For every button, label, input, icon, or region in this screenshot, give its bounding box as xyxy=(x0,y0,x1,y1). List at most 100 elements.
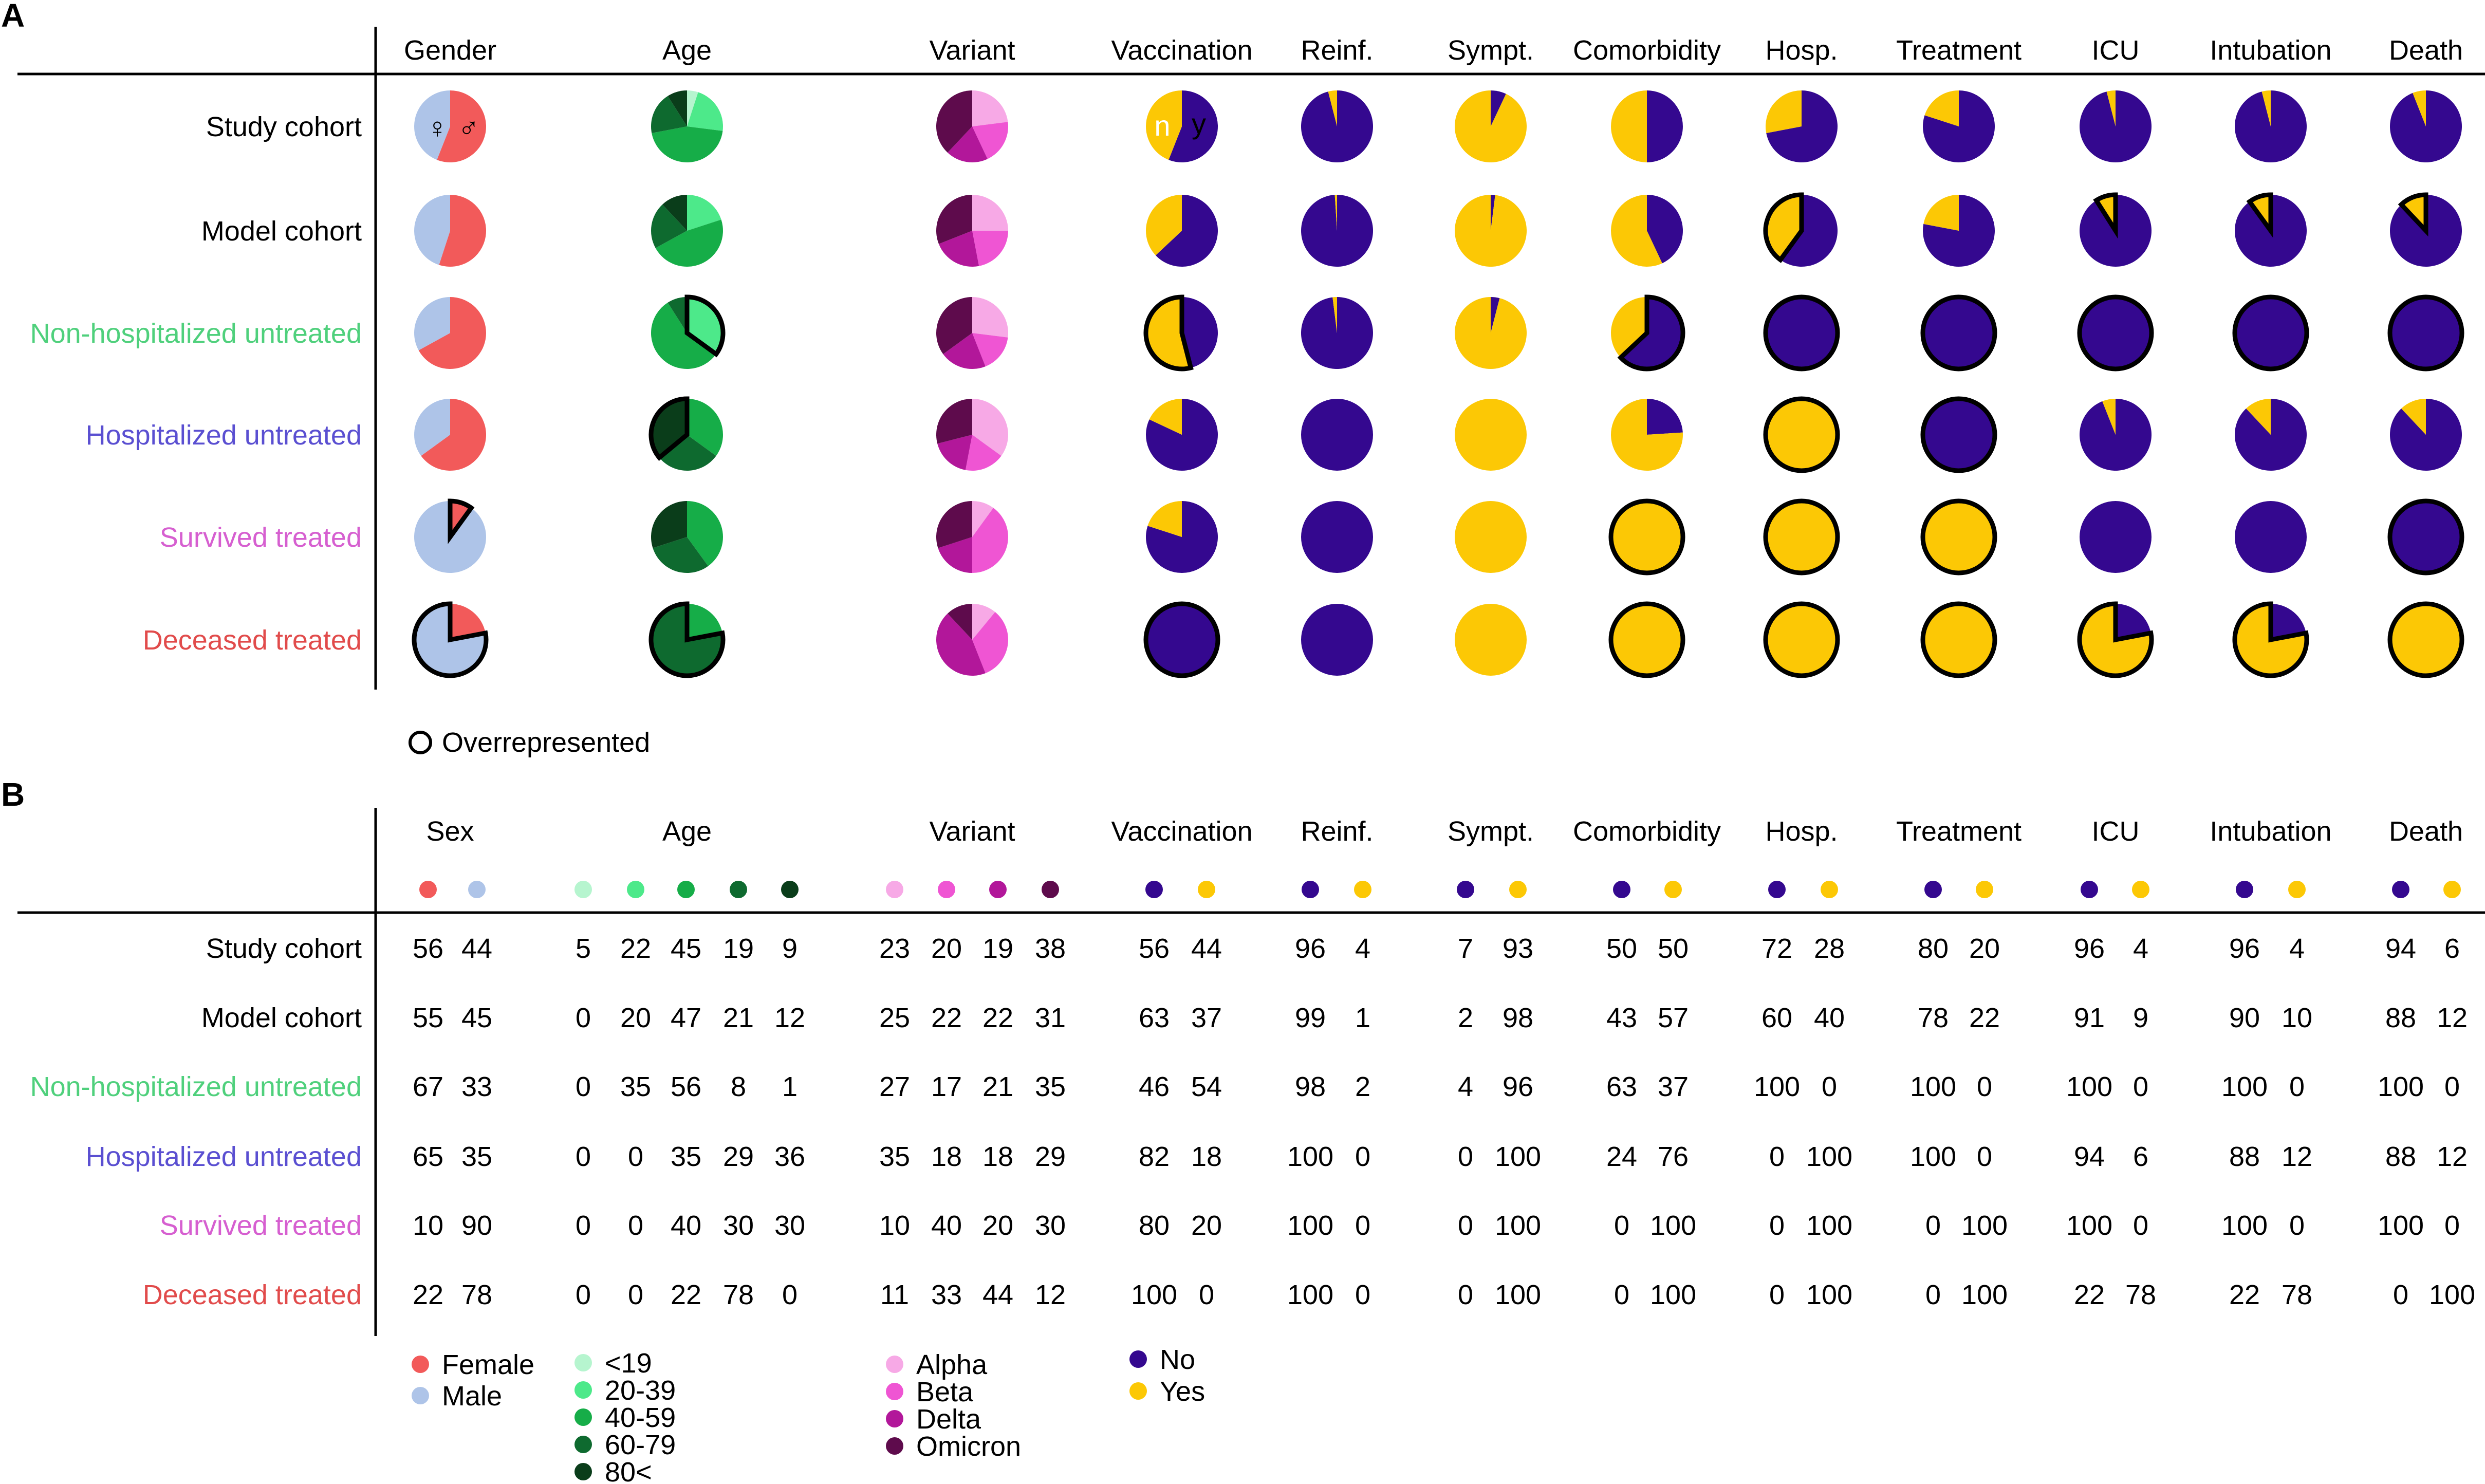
cell-value: 63 xyxy=(1139,1003,1170,1033)
cell-value: 40 xyxy=(1814,1003,1845,1033)
pie-slice xyxy=(1147,501,1182,537)
pie-non-hospitalized-untreated-age xyxy=(651,294,726,369)
overrepresented-outline xyxy=(684,294,726,358)
cell-value: 0 xyxy=(628,1210,643,1241)
cell-value: 20 xyxy=(1969,933,2000,964)
pie-deceased-treated-vaccination xyxy=(1143,601,1220,678)
overrepresented-outline xyxy=(2398,192,2428,237)
pie-slice xyxy=(1455,195,1527,267)
cell-value: 0 xyxy=(1355,1210,1370,1241)
pie-slice xyxy=(414,297,450,350)
col-header-a-vaccination: Vaccination xyxy=(1111,35,1252,66)
overrepresented-outline xyxy=(2387,498,2464,576)
cell-value: 12 xyxy=(1035,1279,1066,1310)
category-dot xyxy=(419,881,437,898)
col-header-b-icu: ICU xyxy=(2092,816,2140,847)
overrepresented-outline xyxy=(1143,601,1220,678)
pie-slice xyxy=(1647,90,1683,162)
cell-value: 96 xyxy=(1503,1071,1533,1102)
pie-slice xyxy=(2390,501,2462,573)
cell-value: 0 xyxy=(2289,1210,2305,1241)
cell-value: 43 xyxy=(1606,1003,1637,1033)
pie-study-cohort-reinf xyxy=(1301,90,1374,162)
age-legend-dot-80 xyxy=(574,1463,592,1480)
cell-value: 50 xyxy=(1658,933,1689,964)
pie-slice xyxy=(439,195,487,267)
pie-hospitalized-untreated-death xyxy=(2389,399,2462,471)
cell-value: 0 xyxy=(2133,1071,2148,1102)
pie-non-hospitalized-untreated-icu xyxy=(2077,294,2154,372)
cell-value: 19 xyxy=(723,933,754,964)
cell-value: 37 xyxy=(1191,1003,1222,1033)
pie-slice xyxy=(1923,604,1995,676)
pie-slice xyxy=(687,90,698,126)
age-legend-label-40-59: 40-59 xyxy=(605,1402,676,1433)
pie-slice xyxy=(1620,297,1683,369)
cell-value: 100 xyxy=(2378,1210,2424,1241)
cell-value: 44 xyxy=(1191,933,1222,964)
cell-value: 33 xyxy=(461,1071,492,1102)
cell-value: 22 xyxy=(931,1003,962,1033)
pie-model-cohort-age xyxy=(651,195,723,267)
cell-value: 0 xyxy=(1614,1279,1629,1310)
pie-slice xyxy=(1647,399,1683,435)
pie-slice xyxy=(418,297,487,369)
row-label-a-non-hospitalized-untreated: Non-hospitalized untreated xyxy=(30,318,362,349)
overrepresented-outline xyxy=(1920,601,1997,678)
cell-value: 29 xyxy=(1035,1141,1066,1172)
col-header-a-hosp: Hosp. xyxy=(1765,35,1838,66)
pie-slice xyxy=(1923,501,1995,573)
cell-value: 23 xyxy=(879,933,910,964)
pie-hospitalized-untreated-intubation xyxy=(2234,399,2307,471)
pie-slice xyxy=(2080,297,2152,369)
cell-value: 0 xyxy=(1199,1279,1214,1310)
pie-slice xyxy=(1924,90,1959,126)
cell-value: 82 xyxy=(1139,1141,1170,1172)
cell-value: 0 xyxy=(2444,1071,2460,1102)
pie-slice xyxy=(1301,297,1373,369)
cell-value: 63 xyxy=(1606,1071,1637,1102)
pie-survived-treated-hosp xyxy=(1763,498,1840,576)
pie-slice xyxy=(653,537,709,573)
pie-slice xyxy=(2116,603,2151,640)
pie-model-cohort-reinf xyxy=(1301,194,1374,267)
col-header-b-death: Death xyxy=(2389,816,2463,847)
cell-value: 0 xyxy=(1769,1279,1785,1310)
pie-slice xyxy=(965,435,1002,471)
panel-label-a: A xyxy=(1,0,25,34)
pie-slice xyxy=(2234,399,2307,471)
cell-value: 55 xyxy=(413,1003,443,1033)
cell-value: 5 xyxy=(576,933,591,964)
cell-value: 0 xyxy=(1355,1279,1370,1310)
pie-model-cohort-sympt xyxy=(1455,194,1527,267)
cell-value: 4 xyxy=(1458,1071,1473,1102)
pie-slice xyxy=(1301,501,1373,573)
pie-slice xyxy=(1169,90,1218,163)
pie-slice xyxy=(667,90,687,126)
sex-legend-dot-male xyxy=(412,1387,429,1404)
col-header-a-comorbidity: Comorbidity xyxy=(1573,35,1721,66)
cell-value: 6 xyxy=(2133,1141,2148,1172)
pie-study-cohort-hosp xyxy=(1765,90,1838,163)
pie-slice xyxy=(1455,399,1527,471)
cell-value: 0 xyxy=(576,1141,591,1172)
cell-value: 98 xyxy=(1503,1003,1533,1033)
cell-value: 90 xyxy=(461,1210,492,1241)
cell-value: 67 xyxy=(413,1071,443,1102)
pie-non-hospitalized-untreated-treatment xyxy=(1920,294,1997,372)
pie-slice xyxy=(1332,297,1337,333)
variant-legend-dot-omicron xyxy=(886,1437,903,1455)
pie-slice xyxy=(1145,399,1218,471)
cell-value: 0 xyxy=(2133,1210,2148,1241)
pie-slice xyxy=(1611,90,1647,162)
pie-slice xyxy=(2235,90,2307,162)
cell-value: 35 xyxy=(620,1071,651,1102)
overrepresented-outline xyxy=(1143,294,1194,372)
pie-slice xyxy=(936,613,986,676)
pie-slice xyxy=(972,612,1009,674)
overrepresented-outline xyxy=(2077,601,2154,678)
cell-value: 100 xyxy=(2429,1279,2475,1310)
category-dot xyxy=(2132,881,2149,898)
cell-value: 35 xyxy=(879,1141,910,1172)
cell-value: 44 xyxy=(982,1279,1013,1310)
